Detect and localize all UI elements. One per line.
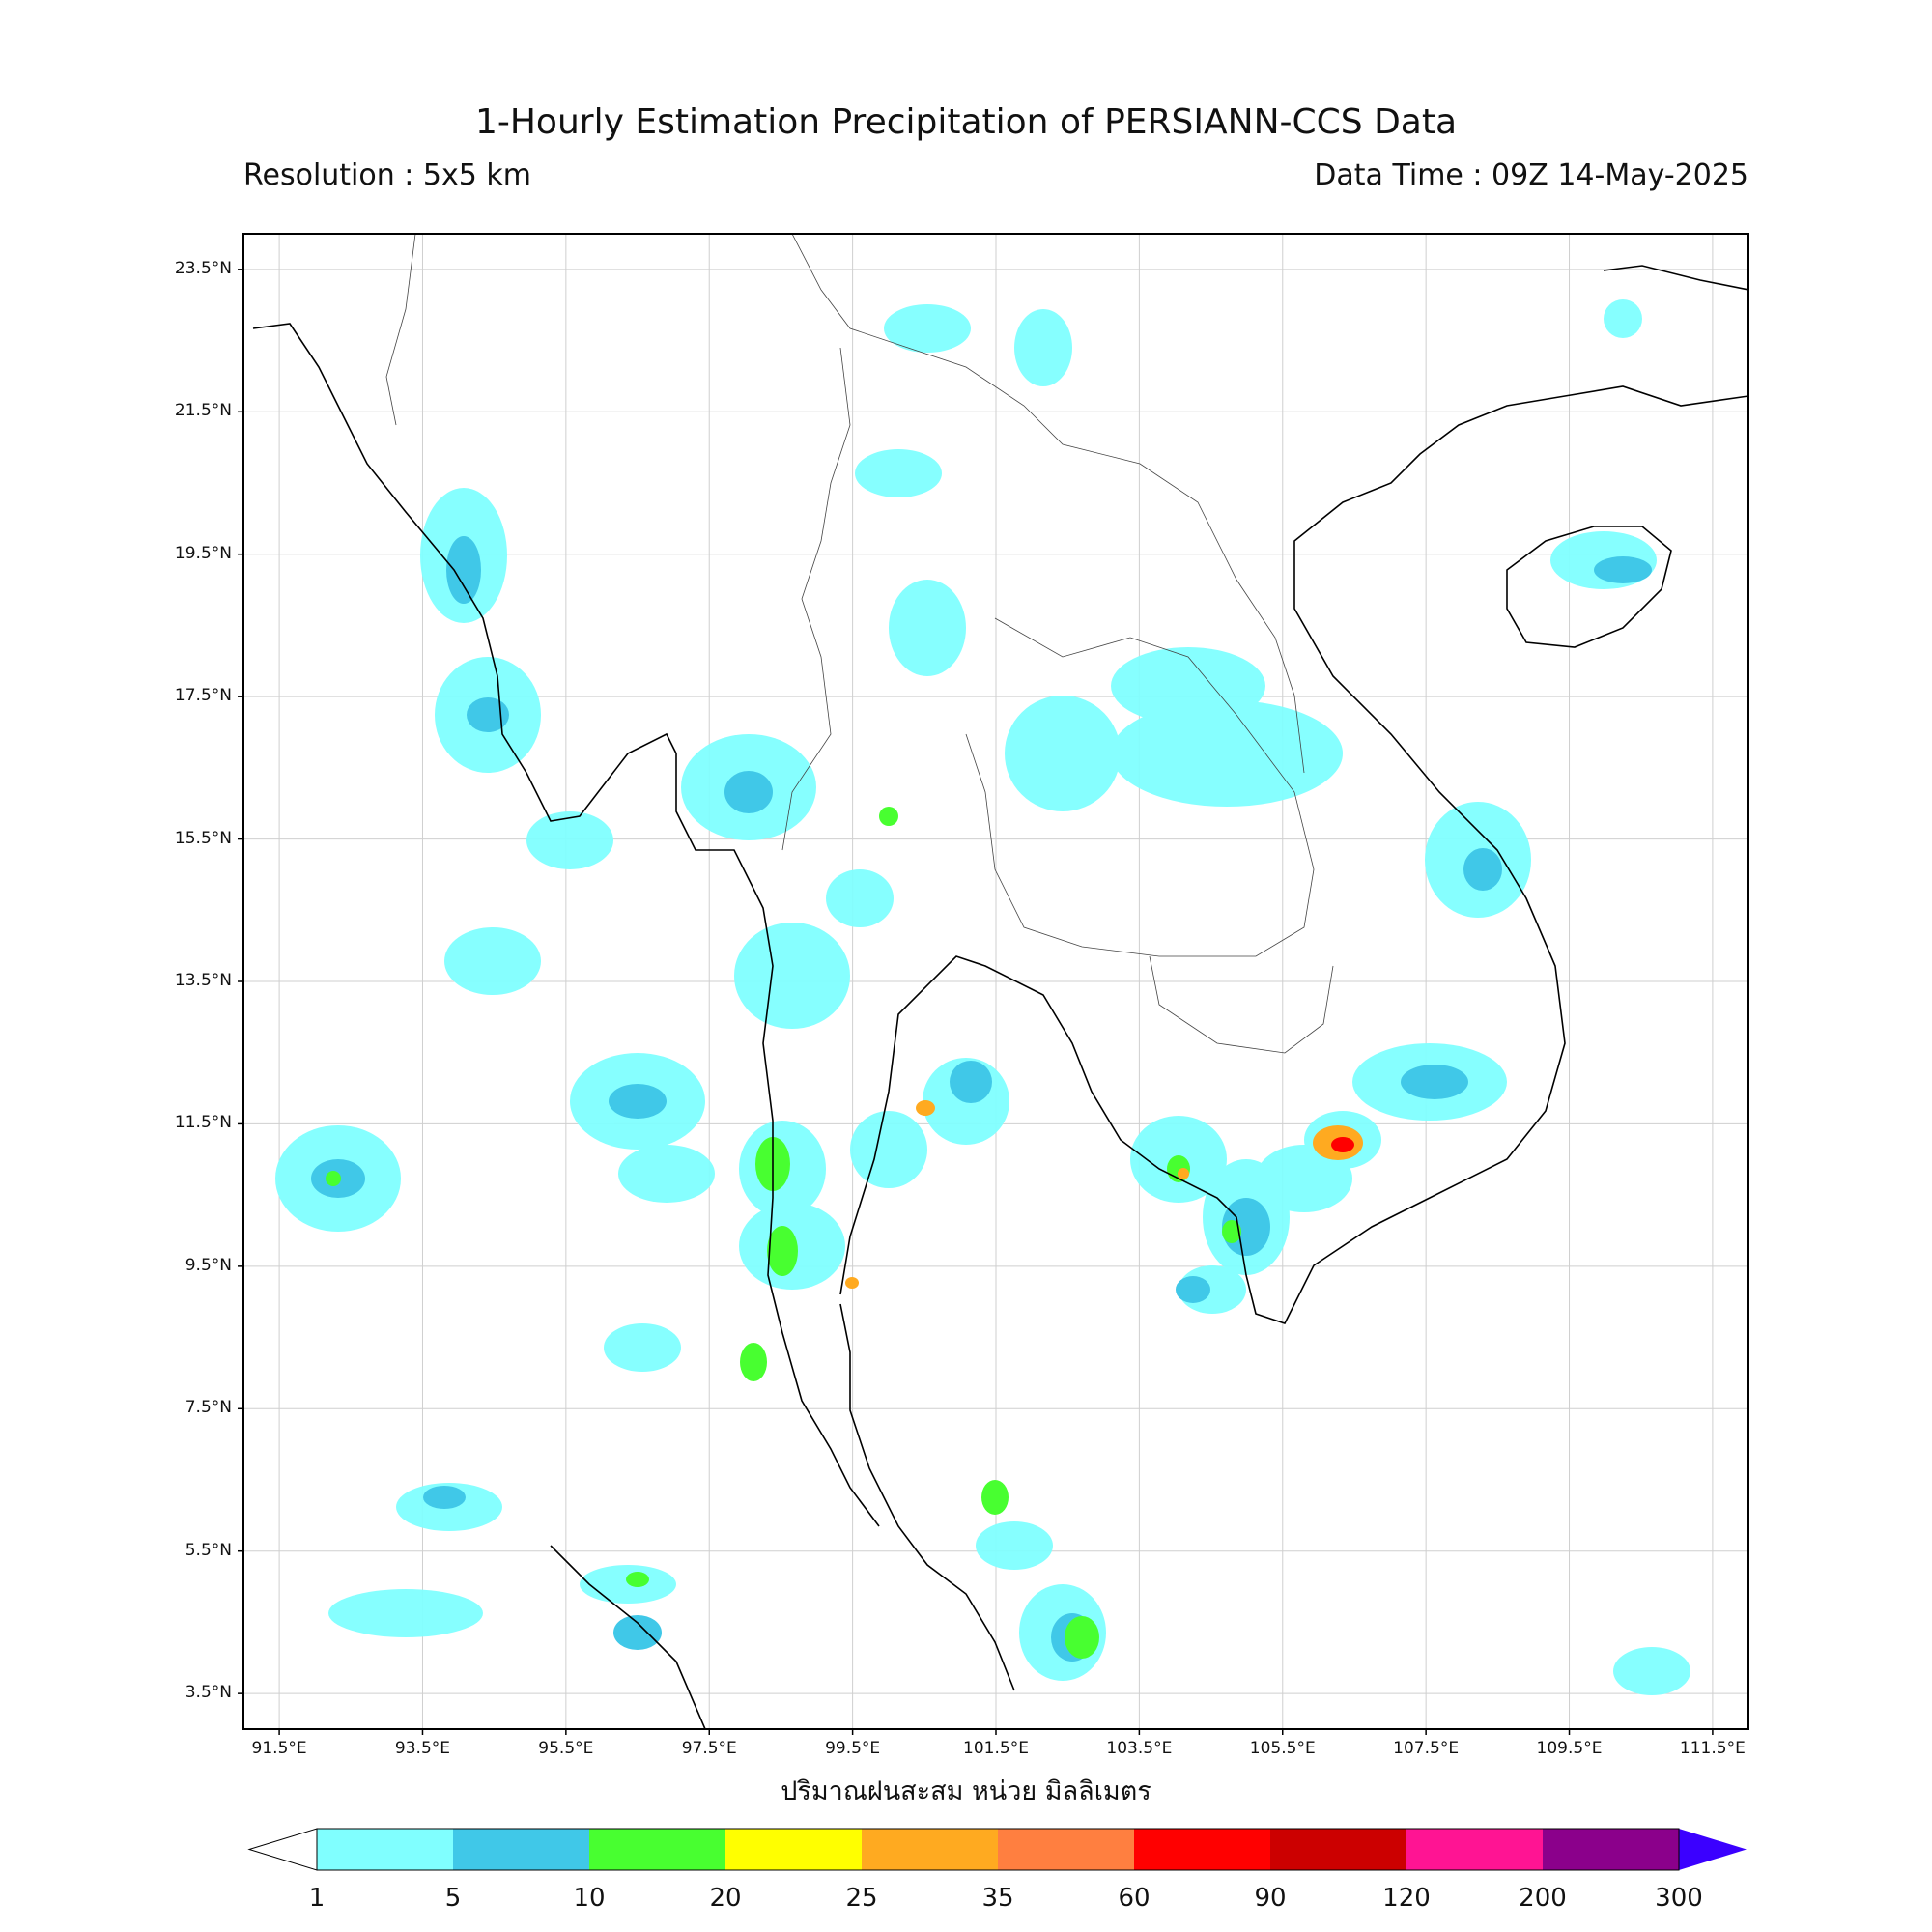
colorbar-level-label: 1	[308, 1884, 326, 1913]
lat-tick-label: 11.5°N	[174, 1113, 232, 1133]
lon-tick-label: 93.5°E	[394, 1739, 451, 1758]
precip-very-heavy	[845, 1100, 1363, 1289]
colorbar-bin	[998, 1829, 1135, 1870]
lon-tick-label: 97.5°E	[681, 1739, 737, 1758]
lon-tick-label: 103.5°E	[1106, 1739, 1173, 1758]
colorbar-level-label: 120	[1382, 1884, 1431, 1913]
lat-tick-label: 23.5°N	[174, 258, 232, 278]
lon-tick-label: 91.5°E	[251, 1739, 307, 1758]
lat-tick-label: 5.5°N	[185, 1540, 232, 1560]
resolution-label: Resolution : 5x5 km	[243, 158, 531, 192]
colorbar-bin	[453, 1829, 590, 1870]
colorbar-level-label: 200	[1519, 1884, 1567, 1913]
colorbar-bin	[1134, 1829, 1271, 1870]
colorbar-bin	[589, 1829, 726, 1870]
gridlines	[243, 234, 1748, 1729]
lon-tick-label: 109.5°E	[1536, 1739, 1603, 1758]
lat-tick-label: 7.5°N	[185, 1398, 232, 1418]
colorbar-level-label: 90	[1254, 1884, 1287, 1913]
precip-light	[275, 299, 1690, 1695]
colorbar-level-label: 35	[981, 1884, 1014, 1913]
colorbar-level-label: 10	[573, 1884, 606, 1913]
colorbar-unit-label: ปริมาณฝนสะสม หน่วย มิลลิเมตร	[781, 1776, 1151, 1806]
lon-tick-label: 95.5°E	[538, 1739, 594, 1758]
admin-borders	[385, 234, 1334, 1054]
colorbar-bin	[862, 1829, 999, 1870]
lat-tick-label: 15.5°N	[174, 828, 232, 848]
chart-title: 1-Hourly Estimation Precipitation of PER…	[474, 102, 1458, 142]
colorbar-under-arrow	[247, 1828, 318, 1871]
colorbar-bin	[1270, 1829, 1407, 1870]
colorbar-bin	[317, 1829, 454, 1870]
lat-tick-label: 9.5°N	[185, 1255, 232, 1275]
colorbar-level-label: 5	[444, 1884, 462, 1913]
colorbar-bin	[1543, 1829, 1680, 1870]
colorbar-bin	[1406, 1829, 1544, 1870]
axis-ticks	[238, 269, 1714, 1735]
lon-tick-label: 111.5°E	[1679, 1739, 1746, 1758]
lat-tick-label: 3.5°N	[185, 1683, 232, 1703]
lon-tick-label: 107.5°E	[1393, 1739, 1460, 1758]
coastlines	[252, 265, 1748, 1729]
colorbar-level-label: 25	[845, 1884, 878, 1913]
precip-moderate	[311, 536, 1652, 1662]
precip-intense	[1331, 1137, 1354, 1152]
colorbar-level-label: 60	[1118, 1884, 1151, 1913]
colorbar-frame	[316, 1828, 1680, 1871]
lon-tick-label: 105.5°E	[1249, 1739, 1316, 1758]
colorbar	[247, 1828, 1747, 1871]
colorbar-over-arrow	[1679, 1829, 1747, 1870]
lat-tick-label: 17.5°N	[174, 686, 232, 706]
lon-tick-label: 101.5°E	[963, 1739, 1029, 1758]
lon-tick-label: 99.5°E	[825, 1739, 881, 1758]
data-time-label: Data Time : 09Z 14-May-2025	[1314, 158, 1748, 192]
colorbar-level-label: 20	[709, 1884, 742, 1913]
colorbar-level-label: 300	[1655, 1884, 1703, 1913]
lat-tick-label: 21.5°N	[174, 401, 232, 421]
lat-tick-label: 13.5°N	[174, 971, 232, 990]
map-plot-area	[243, 234, 1748, 1729]
colorbar-bin	[725, 1829, 863, 1870]
lat-tick-label: 19.5°N	[174, 543, 232, 563]
